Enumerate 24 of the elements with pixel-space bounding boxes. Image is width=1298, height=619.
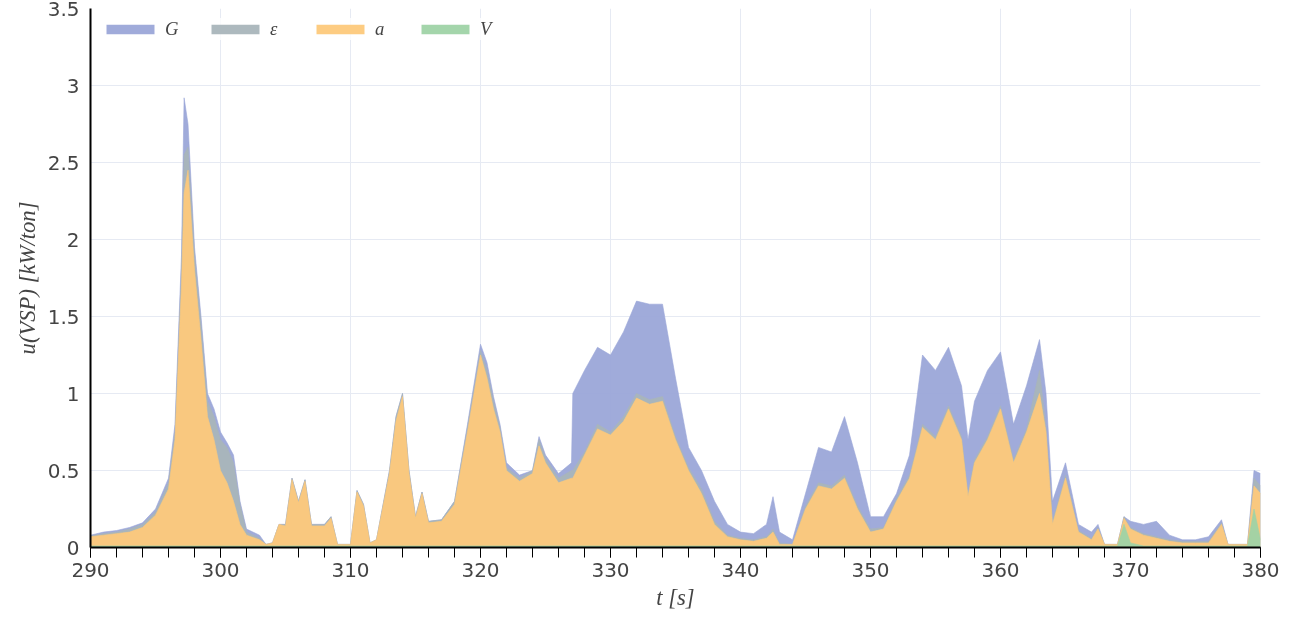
x-tick-label: 300 xyxy=(201,557,240,582)
y-tick-label: 2.5 xyxy=(47,150,80,175)
y-tick-label: 3 xyxy=(66,73,80,98)
y-axis-title: u(VSP) [kW/ton] xyxy=(14,201,40,355)
x-tick-label: 380 xyxy=(1241,557,1280,582)
legend-label: a xyxy=(375,18,386,40)
x-tick-label: 350 xyxy=(851,557,890,582)
y-tick-label: 0.5 xyxy=(47,458,80,483)
y-tick-label: 3.5 xyxy=(47,0,80,21)
x-tick-label: 310 xyxy=(331,557,370,582)
x-tick-label: 360 xyxy=(981,557,1020,582)
x-tick-label: 290 xyxy=(71,557,110,582)
x-tick-label: 370 xyxy=(1111,557,1150,582)
x-tick-label: 320 xyxy=(461,557,500,582)
y-tick-label: 0 xyxy=(66,535,80,560)
x-tick-label: 340 xyxy=(721,557,760,582)
legend-label: ε xyxy=(270,18,279,40)
y-tick-label: 2 xyxy=(66,227,80,252)
legend-label: G xyxy=(165,18,180,40)
x-tick-label: 330 xyxy=(591,557,630,582)
y-tick-label: 1 xyxy=(66,381,80,406)
legend-label: V xyxy=(480,18,494,40)
y-tick-label: 1.5 xyxy=(47,304,80,329)
x-axis-title: t [s] xyxy=(656,584,695,610)
